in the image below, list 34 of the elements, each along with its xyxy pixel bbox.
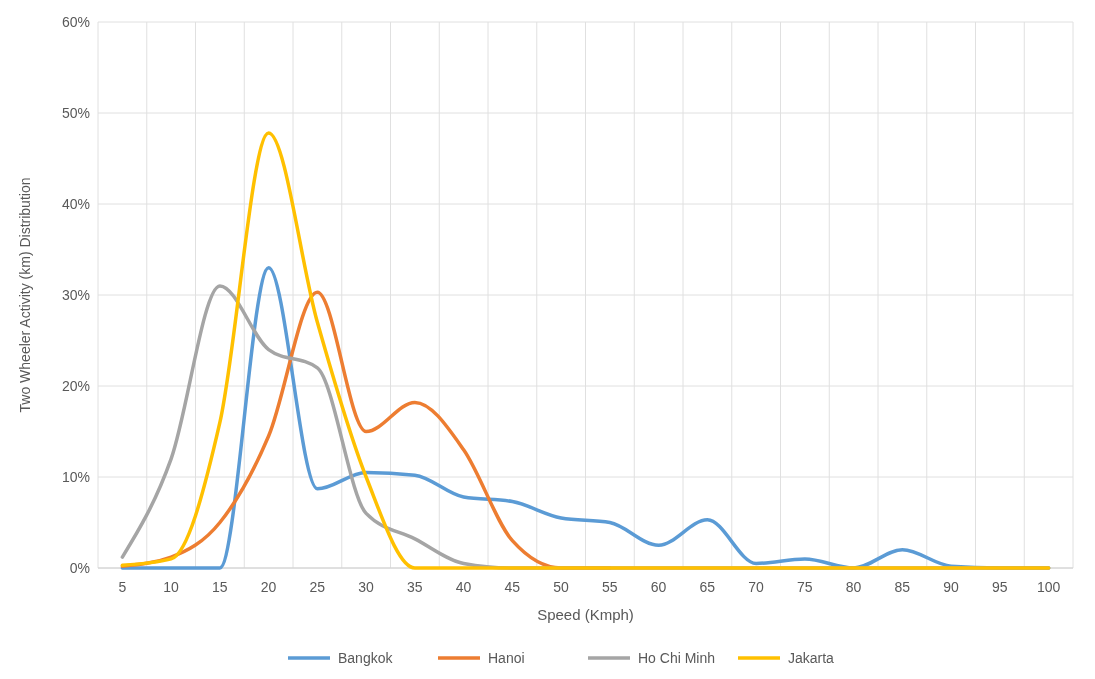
x-tick-label: 5 [118,579,127,595]
y-axis-title: Two Wheeler Activity (km) Distribution [17,177,33,413]
x-tick-label: 25 [309,579,326,595]
x-tick-label: 20 [260,579,277,595]
y-tick-label: 50% [61,104,90,121]
y-tick-label: 60% [61,13,90,30]
legend-label: Ho Chi Minh [638,649,716,666]
x-tick-label: 95 [992,579,1008,595]
x-tick-label: 40 [455,579,472,595]
x-tick-label: 70 [748,579,765,595]
x-tick-label: 60 [650,579,667,595]
x-tick-label: 30 [358,579,375,595]
y-tick-label: 0% [69,559,90,576]
y-tick-label: 30% [61,286,90,303]
y-tick-label: 20% [61,377,90,394]
x-tick-label: 35 [407,579,423,595]
x-tick-label: 75 [797,579,813,595]
x-tick-label: 90 [943,579,960,595]
y-tick-label: 40% [61,195,90,212]
legend-label: Hanoi [488,649,525,666]
x-tick-label: 15 [212,579,228,595]
legend-label: Jakarta [788,649,835,666]
y-tick-label: 10% [61,468,90,485]
x-tick-label: 100 [1036,579,1061,595]
legend-label: Bangkok [338,649,394,666]
x-tick-label: 55 [602,579,618,595]
x-tick-label: 85 [894,579,911,595]
x-tick-label: 50 [553,579,570,595]
x-axis-title: Speed (Kmph) [537,606,634,623]
line-series [120,131,1051,570]
x-tick-label: 65 [699,579,716,595]
x-tick-label: 45 [504,579,521,595]
x-tick-label: 10 [163,579,180,595]
x-tick-label: 80 [845,579,862,595]
